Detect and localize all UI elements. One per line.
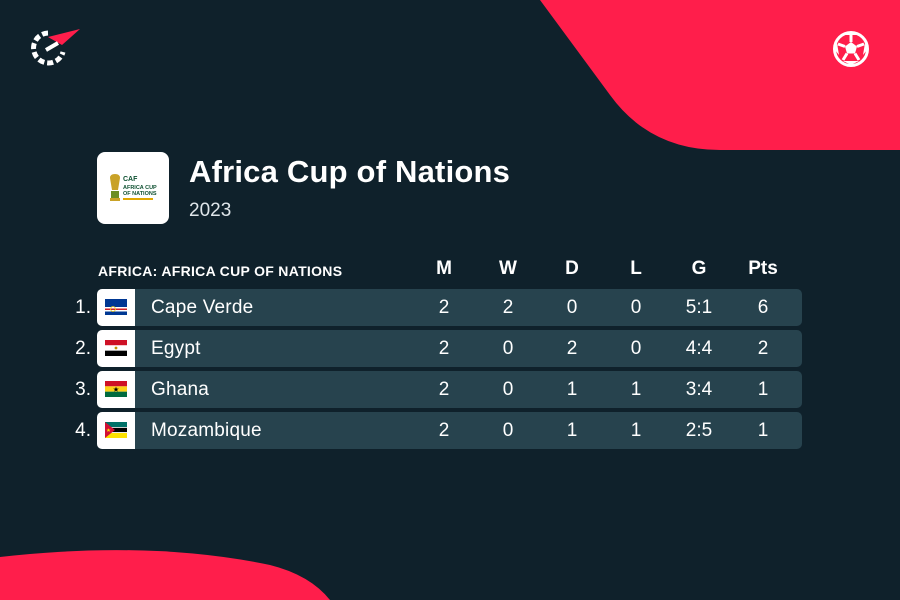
column-wins: W: [499, 258, 517, 279]
table-row[interactable]: 2. Egypt 2 0 2 0 4:4 2: [75, 330, 802, 367]
rank: 4.: [75, 420, 91, 441]
wins-value: 2: [502, 297, 514, 318]
standings-header: AFRICA: AFRICA CUP OF NATIONS M W D L G …: [0, 258, 900, 282]
afcon-logo-icon: CAF AFRICA CUP OF NATIONS: [110, 174, 157, 201]
table-row[interactable]: 3. Ghana 2 0 1 1 3:4 1: [75, 371, 802, 408]
goals-value: 3:4: [685, 379, 713, 400]
flag-cell: [97, 412, 135, 449]
rank: 3.: [75, 379, 91, 400]
team-name[interactable]: Egypt: [151, 338, 201, 359]
rank: 1.: [75, 297, 91, 318]
league-label[interactable]: AFRICA: AFRICA CUP OF NATIONS: [98, 263, 343, 279]
egypt-flag-icon: [105, 340, 127, 356]
table-row[interactable]: 4. Mozambique 2 0 1 1 2:5 1: [75, 412, 802, 449]
mozambique-flag-icon: [105, 422, 127, 438]
goals-value: 4:4: [685, 338, 713, 359]
svg-text:AFRICA CUP: AFRICA CUP: [123, 185, 157, 191]
team-name[interactable]: Cape Verde: [151, 297, 254, 318]
matches-value: 2: [438, 297, 450, 318]
competition-title[interactable]: Africa Cup of Nations: [189, 154, 511, 189]
draws-value: 1: [566, 379, 578, 400]
matches-value: 2: [438, 338, 450, 359]
matches-value: 2: [438, 420, 450, 441]
cape-verde-flag-icon: [105, 299, 127, 315]
rank: 2.: [75, 338, 91, 359]
points-value: 6: [757, 297, 769, 318]
wins-value: 0: [502, 338, 514, 359]
column-matches: M: [436, 258, 452, 279]
losses-value: 0: [630, 338, 642, 359]
draws-value: 2: [566, 338, 578, 359]
ghana-flag-icon: [105, 381, 127, 397]
competition-badge: CAF AFRICA CUP OF NATIONS: [97, 152, 169, 224]
losses-value: 1: [630, 420, 642, 441]
svg-text:CAF: CAF: [123, 176, 138, 183]
matches-value: 2: [438, 379, 450, 400]
table-row[interactable]: 1. Cape Verde 2 2 0 0 5:1 6: [75, 289, 802, 326]
flag-cell: [97, 289, 135, 326]
flag-cell: [97, 371, 135, 408]
team-name[interactable]: Ghana: [151, 379, 210, 400]
points-value: 1: [757, 420, 769, 441]
column-losses: L: [630, 258, 642, 279]
losses-value: 1: [630, 379, 642, 400]
goals-value: 2:5: [685, 420, 713, 441]
points-value: 1: [757, 379, 769, 400]
column-draws: D: [565, 258, 579, 279]
flag-cell: [97, 330, 135, 367]
svg-text:OF NATIONS: OF NATIONS: [123, 191, 157, 197]
football-icon: [833, 31, 869, 67]
points-value: 2: [757, 338, 769, 359]
flashscore-logo-icon[interactable]: [28, 27, 80, 69]
wins-value: 0: [502, 379, 514, 400]
draws-value: 1: [566, 420, 578, 441]
goals-value: 5:1: [685, 297, 713, 318]
losses-value: 0: [630, 297, 642, 318]
column-goals: G: [691, 258, 707, 279]
season-label: 2023: [189, 200, 232, 221]
wins-value: 0: [502, 420, 514, 441]
column-points: Pts: [748, 258, 778, 279]
draws-value: 0: [566, 297, 578, 318]
team-name[interactable]: Mozambique: [151, 420, 262, 441]
